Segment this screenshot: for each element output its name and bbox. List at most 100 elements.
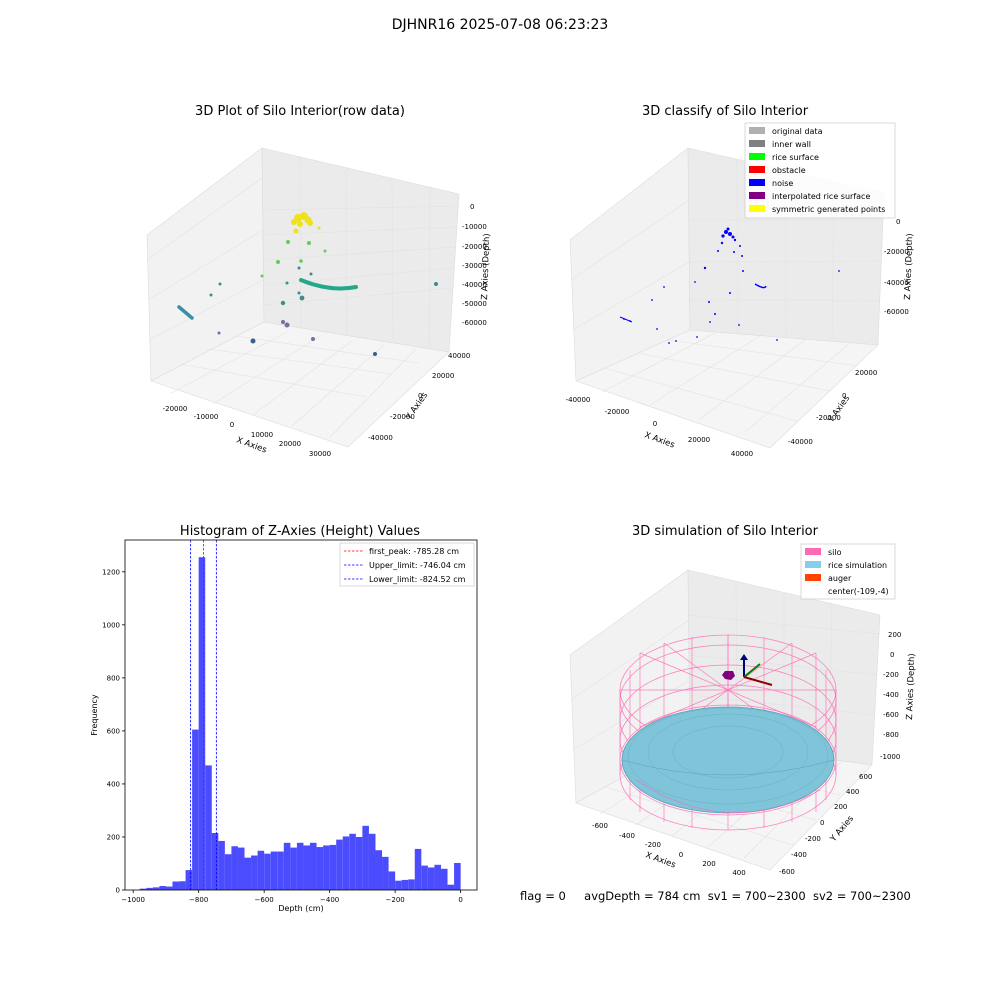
plot1-ztick: 0 <box>470 203 474 211</box>
plot2-ytick: 20000 <box>855 369 877 377</box>
histogram-bar <box>454 862 461 890</box>
histogram-bar <box>440 868 448 890</box>
histogram-bars <box>139 557 461 890</box>
histogram-bar <box>257 850 265 890</box>
histogram-bar <box>362 825 369 890</box>
histogram-bar <box>146 887 153 890</box>
histogram-bar <box>323 845 330 890</box>
histogram-ytick-label: 0 <box>116 887 120 895</box>
plot2-xtick: 20000 <box>688 436 710 444</box>
plot1-xtick: -20000 <box>163 405 188 413</box>
plot2-ytick: -40000 <box>788 438 813 446</box>
histogram-bar <box>382 856 389 890</box>
histogram-legend: first_peak: -785.28 cm Upper_limit: -746… <box>339 542 475 587</box>
plot4-ytick: 0 <box>820 819 824 827</box>
histogram-bar <box>408 879 415 890</box>
plot1-cluster-upper <box>260 240 327 278</box>
plot2-xtick: -20000 <box>605 408 630 416</box>
histogram-bar <box>237 847 245 890</box>
histogram-bar <box>179 881 186 890</box>
plot4-legend-label: auger <box>828 574 852 583</box>
plot2-legend-label: inner wall <box>772 140 811 149</box>
plot1-xtick: 20000 <box>279 440 301 448</box>
plot1-grid <box>146 155 460 438</box>
plot4-xlabel: X Axies <box>644 850 677 870</box>
histogram-xtick-label: −600 <box>255 896 274 904</box>
plot1-xtick: -10000 <box>194 413 219 421</box>
histogram-bar <box>368 833 376 890</box>
plot1-ztick: -10000 <box>462 223 487 231</box>
plot2-legend-label: interpolated rice surface <box>772 192 870 201</box>
plot2-legend-swatch <box>749 153 765 160</box>
histogram-xtick-label: 0 <box>458 896 462 904</box>
plot2-ytick: -20000 <box>816 414 841 422</box>
histogram-bar <box>185 870 193 890</box>
plot4-ytick: 400 <box>846 788 859 796</box>
histogram-ylabel: Frequency <box>90 694 99 736</box>
histogram-ytick-label: 600 <box>107 727 120 735</box>
histogram-bar <box>375 850 383 890</box>
plot2-zlabel: Z Axies (Depth) <box>903 233 915 300</box>
plot1-arc <box>299 278 358 291</box>
histogram-bar <box>205 765 212 890</box>
histogram-axes: −1000 −800 −600 −400 −200 0 0 200 400 600 800 1000… <box>90 539 478 913</box>
histogram-bar <box>277 851 284 890</box>
plot2-legend-label: obstacle <box>772 166 806 175</box>
plot4-xtick: 0 <box>679 851 683 859</box>
plot2-ztick: -40000 <box>884 279 909 287</box>
plot1-title: 3D Plot of Silo Interior(row data) <box>195 104 405 119</box>
plot2-legend-box <box>744 122 896 219</box>
histogram-bar <box>283 842 291 890</box>
histogram-bar <box>270 851 278 890</box>
histogram-bar <box>336 839 343 890</box>
histogram-legend-label: Lower_limit: -824.52 cm <box>369 575 466 584</box>
plot2-legend-swatch <box>749 127 765 134</box>
plot2-xlabel: X Axies <box>643 430 676 450</box>
plot2-legend-swatch <box>749 179 765 186</box>
histogram-bar <box>218 840 225 890</box>
histogram-bar <box>290 847 297 890</box>
plot2-xticks: -40000 -20000 0 20000 40000 <box>566 396 754 458</box>
plot2-3d-axes: -40000 -20000 0 20000 40000 X Axies -400… <box>566 122 915 458</box>
plot4-ztick: -1000 <box>880 753 900 761</box>
figure-title: DJHNR16 2025-07-08 06:23:23 <box>391 17 609 33</box>
plot1-ztick: -20000 <box>462 243 487 251</box>
histogram-legend-label: Upper_limit: -746.04 cm <box>369 561 466 570</box>
histogram-bar <box>414 848 422 890</box>
plot4-silo-bottom <box>635 779 821 814</box>
plot4-ztick: -400 <box>883 691 899 699</box>
plot1-xtick: 0 <box>230 421 234 429</box>
plot2-legend-swatch <box>749 140 765 147</box>
plot4-ytick: -200 <box>805 835 821 843</box>
plot2-ytick: 0 <box>842 392 846 400</box>
footer-sv1: sv1 = 700~2300 <box>707 889 806 903</box>
histogram-bar <box>355 836 363 890</box>
plot1-cluster-low <box>217 320 315 341</box>
plot1-cluster-lowest <box>250 338 377 356</box>
plot1-line-left <box>177 305 194 320</box>
plot2-pane-floor <box>575 329 879 449</box>
histogram-yticks: 0 200 400 600 800 1000 1200 <box>102 568 125 895</box>
plot4-legend-swatch <box>805 574 821 581</box>
histogram-bar <box>211 832 219 890</box>
plot2-xtick: 40000 <box>731 450 753 458</box>
histogram-bar <box>231 846 238 890</box>
plot2-zticks: 0 -20000 -40000 -60000 <box>884 218 909 316</box>
plot2-xtick: -40000 <box>566 396 591 404</box>
plot1-ytick: 0 <box>418 392 422 400</box>
histogram-xtick-label: −1000 <box>121 896 145 904</box>
plot4-ztick: -600 <box>883 711 899 719</box>
histogram-frame <box>124 539 478 891</box>
histogram-legend-label: first_peak: -785.28 cm <box>369 547 459 556</box>
plot4-legend-label: silo <box>828 548 842 557</box>
plot4-yticks: -600 -400 -200 0 200 400 600 <box>779 773 872 876</box>
plot4-rice-surface <box>621 706 835 814</box>
histogram-bar <box>165 886 173 890</box>
histogram-xtick-label: −400 <box>320 896 339 904</box>
plot2-noise-arc <box>754 283 767 289</box>
histogram-bar <box>388 871 396 890</box>
plot4-center-arrows <box>722 654 773 686</box>
histogram-bar <box>421 865 428 890</box>
plot2-legend-swatch <box>749 166 765 173</box>
